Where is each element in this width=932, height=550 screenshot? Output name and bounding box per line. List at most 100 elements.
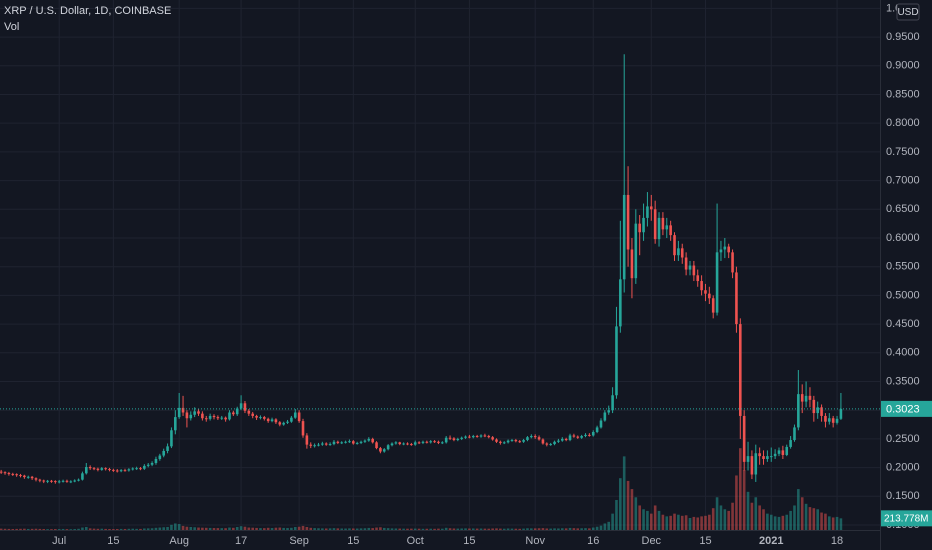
volume-bar: [42, 529, 46, 530]
volume-bar: [437, 528, 440, 530]
volume-bar: [239, 526, 243, 530]
volume-bar: [406, 528, 409, 530]
volume-bar: [344, 528, 347, 530]
x-tick-label: 15: [107, 535, 119, 547]
candle-body: [661, 217, 665, 230]
volume-bar: [65, 529, 69, 530]
candle-body: [541, 439, 545, 444]
volume-bar: [696, 517, 700, 530]
volume-bar: [475, 528, 479, 530]
volume-bar: [286, 528, 289, 530]
candle-body: [824, 415, 827, 422]
candle-body: [208, 415, 212, 419]
volume-bar: [731, 502, 734, 530]
volume-bar: [688, 518, 692, 530]
candle-body: [239, 403, 243, 409]
volume-bar: [413, 528, 417, 530]
candle-body: [742, 415, 746, 462]
candle-body: [738, 324, 742, 416]
candle-body: [804, 395, 808, 402]
volume-bar: [526, 528, 529, 530]
volume-bar: [452, 528, 456, 530]
candle-body: [715, 252, 719, 313]
volume-bar: [626, 480, 630, 530]
volume-bar: [611, 513, 614, 530]
candle-body: [266, 418, 270, 422]
volume-bar: [549, 528, 552, 530]
currency-label[interactable]: USD: [897, 7, 918, 18]
volume-bar: [514, 528, 518, 530]
volume-bar: [441, 528, 444, 530]
candle-body: [622, 194, 626, 280]
volume-bar: [293, 527, 297, 530]
candle-body: [131, 468, 135, 470]
volume-bar: [332, 528, 336, 530]
volume-bar: [100, 528, 104, 530]
candle-body: [835, 418, 839, 423]
candle-body: [367, 438, 371, 441]
volume-bar: [201, 527, 204, 530]
candle-body: [514, 440, 518, 442]
candle-body: [696, 275, 700, 282]
volume-bar: [46, 529, 49, 530]
candle-body: [282, 422, 285, 425]
candle-body: [193, 411, 196, 415]
candle-body: [127, 469, 131, 471]
volume-bar: [448, 528, 452, 530]
volume-bar: [158, 527, 162, 530]
volume-bar: [19, 528, 22, 530]
candle-body: [69, 481, 73, 483]
volume-bar: [777, 516, 781, 530]
y-tick-label: 0.1500: [886, 490, 920, 502]
candle-body: [84, 467, 88, 474]
volume-bar: [630, 489, 634, 530]
volume-bar: [495, 528, 498, 530]
volume-bar: [104, 528, 107, 530]
volume-bar: [692, 516, 696, 530]
candle-body: [522, 440, 525, 442]
y-tick-label: 0.7000: [886, 174, 920, 186]
volume-bar: [282, 527, 285, 530]
candle-body: [363, 440, 367, 442]
candle-body: [754, 453, 758, 475]
x-tick-label: Oct: [407, 535, 424, 547]
last-volume-label: 213.778M: [884, 513, 928, 524]
volume-bar: [212, 528, 216, 530]
volume-title: Vol: [4, 21, 19, 33]
y-tick-label: 0.4000: [886, 347, 920, 359]
x-tick-label: 2021: [759, 535, 783, 547]
candle-body: [572, 435, 576, 437]
volume-bar: [634, 497, 638, 530]
candle-body: [46, 480, 49, 482]
candle-body: [638, 223, 641, 233]
candle-body: [777, 450, 781, 454]
volume-bar: [398, 528, 402, 530]
candle-body: [286, 421, 289, 423]
candle-body: [344, 441, 347, 443]
candle-body: [491, 437, 494, 440]
x-tick-label: 15: [463, 535, 475, 547]
candle-body: [170, 430, 173, 447]
candle-body: [611, 395, 614, 411]
volume-bar: [541, 528, 545, 530]
candle-body: [669, 225, 672, 236]
candle-body: [154, 458, 158, 464]
volume-bar: [340, 528, 344, 530]
volume-bar: [135, 528, 138, 530]
volume-bar: [317, 528, 320, 530]
candle-body: [321, 443, 324, 445]
volume-bar: [735, 475, 738, 530]
candle-body: [646, 206, 649, 218]
candle-body: [557, 440, 560, 442]
volume-bar: [309, 527, 313, 530]
currency-button[interactable]: [896, 3, 920, 21]
volume-bar: [197, 527, 200, 530]
candle-body: [591, 432, 595, 436]
volume-bar: [839, 518, 843, 530]
candle-body: [711, 298, 715, 313]
volume-bar: [766, 513, 769, 530]
volume-bar: [553, 528, 556, 530]
candle-body: [112, 469, 115, 471]
volume-bar: [835, 516, 839, 530]
volume-bar: [483, 528, 487, 530]
